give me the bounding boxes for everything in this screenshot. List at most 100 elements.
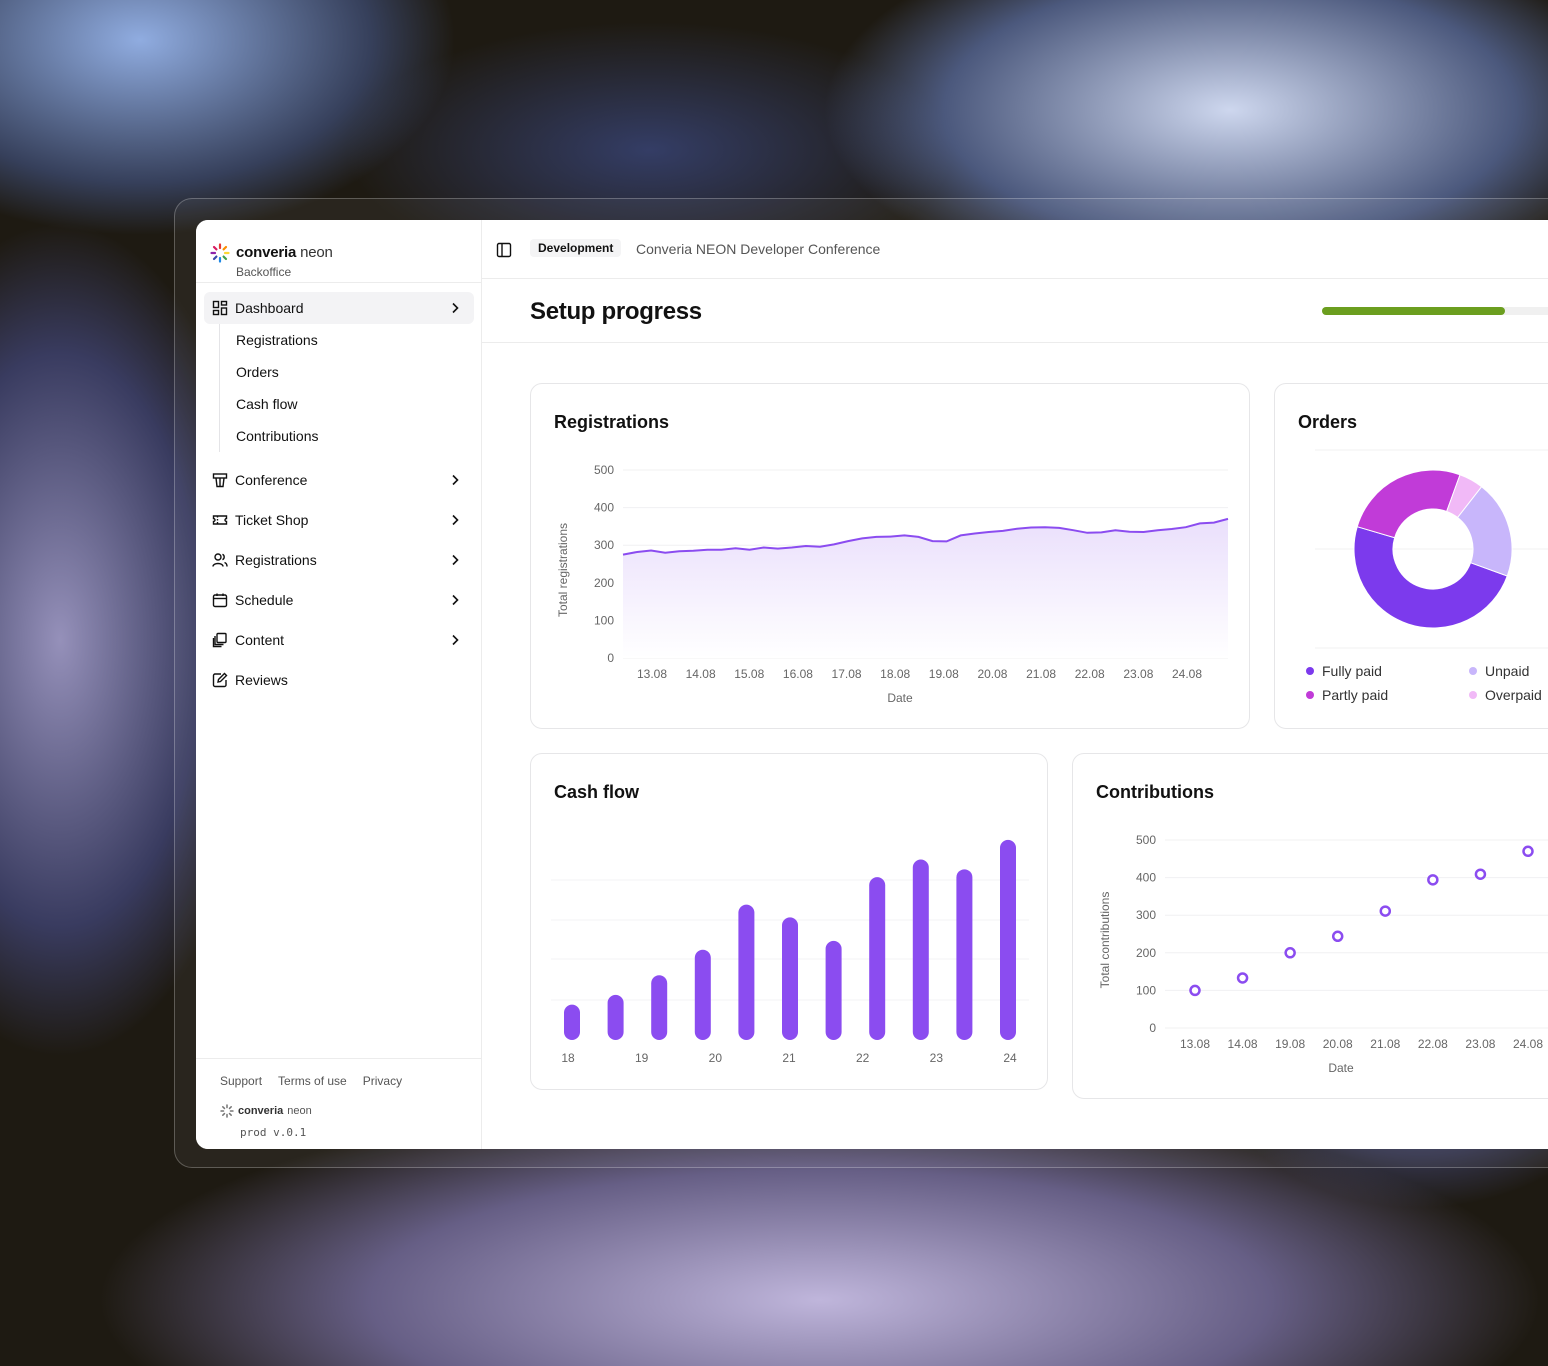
- y-tick-label: 400: [594, 501, 614, 515]
- area-fill: [623, 518, 1228, 658]
- bar: [912, 859, 929, 1040]
- chevron-right-icon: [452, 474, 459, 486]
- legend-dot: [1306, 667, 1314, 675]
- footer-brand-light: neon: [287, 1105, 312, 1117]
- users-icon: [212, 553, 228, 567]
- x-tick-label: 13.08: [637, 667, 667, 681]
- support-link[interactable]: Support: [220, 1074, 263, 1088]
- registrations-card: Registrations 500 400 300 200 100 0 13.08 14.08…: [530, 383, 1250, 729]
- y-tick-label: 0: [607, 651, 614, 665]
- sidebar-item-conference[interactable]: Conference: [204, 460, 474, 500]
- brand[interactable]: converia neon Backoffice: [210, 232, 470, 279]
- bar: [1000, 839, 1016, 1040]
- divider: [196, 282, 482, 283]
- bar: [782, 917, 798, 1040]
- x-tick-label: 13.08: [1180, 1037, 1210, 1051]
- x-tick-label: 18: [561, 1051, 575, 1065]
- content-icon: [212, 632, 227, 648]
- x-tick-label: 22.08: [1075, 667, 1105, 681]
- legend-label: Partly paid: [1322, 687, 1389, 703]
- x-tick-label: 23: [930, 1051, 944, 1065]
- conference-name[interactable]: Converia NEON Developer Conference: [636, 241, 881, 257]
- orders-card: Orders Fully paid Partly paid Unpaid Ove…: [1274, 383, 1548, 729]
- orders-chart: [1315, 449, 1548, 649]
- bar: [956, 869, 973, 1040]
- sidebar: converia neon Backoffice Dashboard Regis…: [196, 220, 482, 1149]
- scatter-point: [1427, 874, 1439, 886]
- x-tick-label: 17.08: [832, 667, 862, 681]
- sidebar-subitem-contributions[interactable]: Contributions: [236, 428, 319, 444]
- card-title: Contributions: [1096, 782, 1214, 802]
- legend-label: Overpaid: [1485, 687, 1542, 703]
- setup-progress-bar: [1322, 307, 1548, 315]
- bar: [564, 1004, 580, 1040]
- legend-label: Fully paid: [1322, 663, 1382, 679]
- privacy-link[interactable]: Privacy: [362, 1074, 403, 1088]
- footer-brand: converia neon: [220, 1104, 312, 1118]
- brand-name: converia neon: [236, 244, 333, 261]
- sidebar-subitem-cash-flow[interactable]: Cash flow: [236, 396, 298, 412]
- top-bar: Development Converia NEON Developer Conf…: [482, 220, 1548, 279]
- sidebar-nav: Dashboard Registrations Orders Cash flow…: [204, 292, 474, 700]
- version-label: prod v.0.1: [240, 1126, 307, 1139]
- registrations-chart: 500 400 300 200 100 0 13.08 14.08 15.08 16.08 17.0…: [556, 463, 1229, 705]
- bar: [607, 994, 624, 1040]
- scatter-point: [1474, 868, 1487, 880]
- sidebar-subitem-registrations[interactable]: Registrations: [236, 332, 318, 348]
- x-tick-label: 21.08: [1026, 667, 1056, 681]
- sidebar-item-content[interactable]: Content: [204, 620, 474, 660]
- contributions-chart: 500 400 300 200 100 0 13.08 14.08 19.08 20.08 21.0…: [1098, 833, 1548, 1075]
- sidebar-item-label: Ticket Shop: [235, 512, 309, 528]
- app-window: converia neon Backoffice Dashboard Regis…: [196, 220, 1548, 1149]
- y-axis-label: Total registrations: [556, 523, 570, 617]
- chevron-right-icon: [452, 302, 459, 314]
- brand-subtitle: Backoffice: [236, 265, 292, 279]
- x-axis-label: Date: [1328, 1061, 1354, 1075]
- converia-logo-icon: [220, 1104, 234, 1118]
- pie-slice-partly-paid: [1356, 469, 1461, 539]
- legend-dot: [1469, 667, 1477, 675]
- card-title: Cash flow: [554, 782, 640, 802]
- x-tick-label: 19: [635, 1051, 649, 1065]
- sidebar-item-label: Reviews: [235, 672, 288, 688]
- y-tick-label: 500: [594, 463, 614, 477]
- bar: [694, 949, 711, 1040]
- setup-progress-fill: [1322, 307, 1505, 315]
- terms-link[interactable]: Terms of use: [278, 1074, 347, 1088]
- y-tick-label: 200: [1136, 946, 1156, 960]
- y-tick-label: 300: [1136, 908, 1156, 922]
- sidebar-toggle-icon[interactable]: [496, 242, 512, 258]
- x-tick-label: 24: [1003, 1051, 1017, 1065]
- scatter-point: [1522, 845, 1534, 858]
- calendar-icon: [212, 593, 228, 608]
- scatter-point: [1379, 905, 1392, 917]
- sidebar-item-reviews[interactable]: Reviews: [204, 660, 474, 700]
- chevron-right-icon: [452, 554, 459, 566]
- sidebar-item-label: Content: [235, 632, 285, 648]
- x-tick-label: 18.08: [880, 667, 910, 681]
- scatter-point: [1236, 972, 1249, 984]
- series-line: [622, 517, 1229, 556]
- scatter-point: [1331, 930, 1344, 943]
- x-axis-label: Date: [887, 691, 913, 705]
- y-tick-label: 200: [594, 576, 614, 590]
- legend-fully-paid: Fully paid: [1306, 663, 1382, 679]
- cash-flow-card: Cash flow 18 19 20 21 22 23 24: [530, 753, 1048, 1090]
- sidebar-item-dashboard[interactable]: Dashboard: [204, 292, 474, 324]
- chevron-right-icon: [452, 594, 459, 606]
- sidebar-item-ticket-shop[interactable]: Ticket Shop: [204, 500, 474, 540]
- card-title: Orders: [1298, 412, 1358, 432]
- sidebar-subitem-orders[interactable]: Orders: [236, 364, 279, 380]
- chevron-right-icon: [452, 514, 459, 526]
- scatter-point: [1189, 984, 1201, 997]
- x-tick-label: 19.08: [1275, 1037, 1305, 1051]
- sidebar-item-label: Conference: [235, 472, 308, 488]
- x-tick-label: 24.08: [1513, 1037, 1543, 1051]
- sidebar-item-schedule[interactable]: Schedule: [204, 580, 474, 620]
- y-tick-label: 400: [1136, 871, 1156, 885]
- footer-links: Support Terms of use Privacy: [220, 1074, 402, 1088]
- page-header: Setup progress: [482, 280, 1548, 343]
- sidebar-item-label: Registrations: [235, 552, 317, 568]
- sidebar-item-registrations[interactable]: Registrations: [204, 540, 474, 580]
- x-tick-label: 14.08: [686, 667, 716, 681]
